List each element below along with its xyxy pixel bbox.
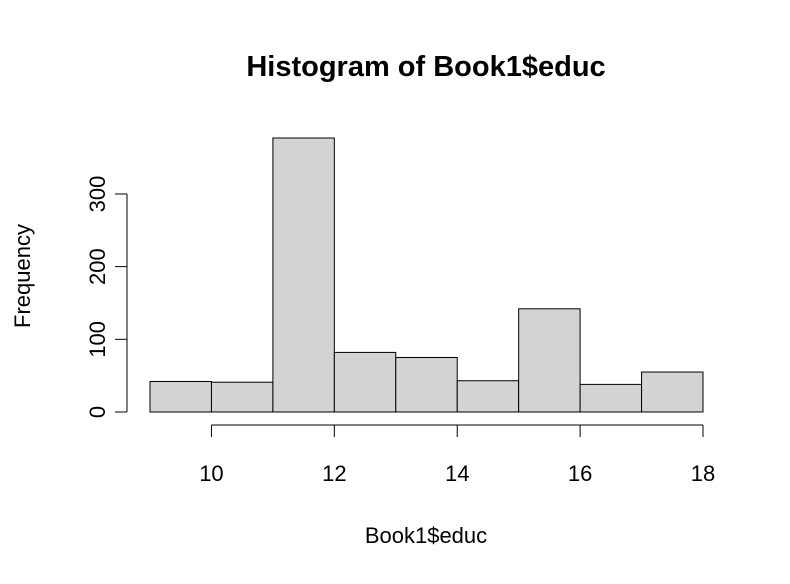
histogram-bar-14-15: [456, 380, 520, 413]
y-tick-label: 100: [85, 321, 110, 358]
y-tick-label: 300: [85, 176, 110, 213]
y-axis-label: Frequency: [10, 224, 35, 328]
x-tick-label: 14: [445, 461, 469, 486]
x-tick-label: 12: [322, 461, 346, 486]
x-tick-label: 16: [568, 461, 592, 486]
x-tick-label: 18: [691, 461, 715, 486]
bars-group: [149, 137, 704, 413]
y-tick-label: 200: [85, 248, 110, 285]
histogram-bar-16-17: [579, 383, 643, 413]
histogram-bar-15-16: [518, 308, 581, 413]
y-axis: 0 100 200 300: [85, 176, 128, 418]
histogram-bar-10-11: [210, 381, 274, 413]
histogram-bar-9-10: [149, 380, 212, 413]
x-tick-label: 10: [199, 461, 223, 486]
histogram-bar-13-14: [395, 356, 458, 413]
chart-title: Histogram of Book1$educ: [246, 51, 605, 83]
histogram-bar-17-18: [641, 371, 704, 413]
histogram-bar-12-13: [333, 351, 397, 413]
y-tick-label: 0: [85, 406, 110, 418]
histogram-bar-11-12: [272, 137, 335, 413]
x-axis-label: Book1$educ: [365, 523, 487, 548]
x-axis: 10 12 14 16 18: [199, 424, 715, 486]
